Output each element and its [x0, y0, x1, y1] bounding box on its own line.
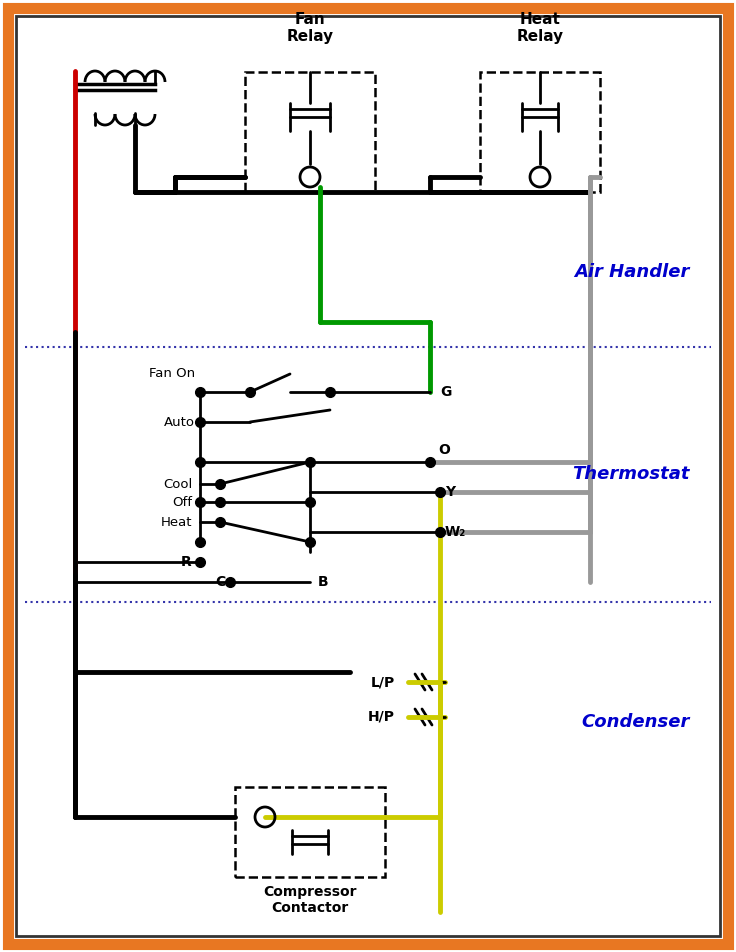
- Text: Off: Off: [172, 495, 192, 508]
- Text: Compressor
Contactor: Compressor Contactor: [263, 885, 357, 915]
- Text: R: R: [181, 555, 192, 569]
- Text: Heat: Heat: [160, 515, 192, 528]
- Text: Condenser: Condenser: [581, 713, 690, 731]
- Text: O: O: [438, 443, 450, 457]
- Text: Air Handler: Air Handler: [575, 263, 690, 281]
- Text: W₂: W₂: [445, 525, 466, 539]
- Text: C: C: [215, 575, 225, 589]
- Text: H/P: H/P: [368, 710, 395, 724]
- Text: Y: Y: [445, 485, 455, 499]
- Text: Thermostat: Thermostat: [573, 465, 690, 483]
- Text: Cool: Cool: [163, 478, 192, 490]
- Text: Heat
Relay: Heat Relay: [517, 11, 564, 44]
- Text: Auto: Auto: [164, 415, 195, 428]
- Text: L/P: L/P: [371, 675, 395, 689]
- Text: Fan
Relay: Fan Relay: [286, 11, 333, 44]
- Text: Fan On: Fan On: [149, 367, 195, 380]
- Text: B: B: [318, 575, 329, 589]
- Text: G: G: [440, 385, 451, 399]
